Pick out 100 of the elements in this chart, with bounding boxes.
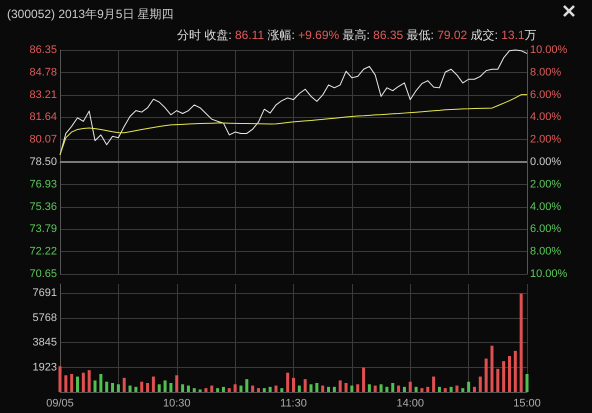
bar: [152, 376, 155, 392]
bar: [122, 378, 126, 392]
bar: [496, 368, 500, 392]
bar: [374, 386, 377, 392]
bar: [438, 386, 441, 392]
bar: [467, 382, 470, 392]
y-tick-label: 76.93: [29, 178, 57, 190]
bar: [274, 386, 278, 392]
bar: [222, 386, 225, 392]
y-tick-label: 86.35: [29, 44, 57, 56]
bar: [321, 386, 324, 392]
bar: [175, 375, 178, 392]
bar: [70, 374, 74, 392]
bar: [134, 386, 138, 392]
x-tick-label: 14:00: [396, 398, 424, 410]
bar: [514, 350, 517, 392]
bar: [385, 386, 388, 392]
y-tick-label: 78.50: [29, 156, 57, 168]
bar: [432, 376, 436, 392]
y-tick-label: 5768: [32, 312, 57, 324]
y-tick-label: 81.64: [29, 111, 57, 124]
bar: [88, 370, 91, 392]
y-tick-label: 1923: [32, 361, 57, 374]
bar: [315, 383, 318, 392]
y2-tick-label: 10.00%: [530, 268, 568, 280]
bar: [356, 384, 360, 392]
bar: [286, 372, 290, 392]
chart-title: (300052) 2013年9月5日 星期四: [7, 7, 174, 21]
bar: [391, 383, 394, 392]
bar: [455, 386, 458, 392]
x-tick-label: 11:30: [280, 398, 307, 410]
bar: [228, 388, 231, 392]
y-tick-label: 70.65: [29, 268, 57, 280]
bar: [58, 366, 62, 392]
y-tick-label: 3845: [32, 336, 57, 349]
y2-tick-label: 6.00%: [530, 88, 562, 101]
bar: [520, 294, 523, 392]
y-tick-label: 80.07: [29, 134, 57, 146]
bar: [426, 386, 430, 392]
text: 分时 收盘: 86.11 涨幅: +9.69% 最高: 86.35 最低: 79.02 成交: 13.1万: [177, 28, 537, 42]
bar: [251, 386, 254, 392]
x-tick-label: 09/05: [46, 398, 74, 410]
bar: [526, 374, 528, 392]
bar: [368, 384, 371, 392]
bar: [332, 386, 336, 392]
bar: [344, 383, 348, 392]
y2-tick-label: 0.00%: [530, 156, 562, 168]
bar: [111, 383, 114, 392]
bar: [198, 389, 202, 392]
bar: [76, 376, 80, 392]
bar: [210, 386, 214, 392]
bar: [99, 374, 102, 392]
bar: [268, 386, 272, 392]
bar: [256, 388, 260, 392]
bar: [105, 382, 108, 392]
bar: [146, 383, 150, 392]
bar: [280, 388, 284, 392]
bar: [472, 386, 476, 392]
bar: [181, 384, 184, 392]
bar: [169, 383, 172, 392]
bar: [239, 386, 242, 392]
y2-tick-label: 2.00%: [530, 178, 562, 190]
bar: [116, 384, 120, 392]
bar: [508, 356, 511, 392]
y2-tick-label: 4.00%: [530, 200, 562, 213]
bar: [216, 388, 220, 392]
bar: [380, 384, 383, 392]
y-tick-label: 73.79: [29, 223, 57, 236]
bar: [310, 384, 313, 392]
y2-tick-label: 4.00%: [530, 111, 562, 124]
y-tick-label: 72.22: [29, 246, 57, 258]
bar: [262, 388, 266, 392]
bar: [94, 380, 97, 392]
y-tick-label: 7691: [32, 287, 57, 300]
bar: [158, 384, 161, 392]
bar: [292, 378, 295, 392]
bar: [192, 388, 196, 392]
bar: [420, 388, 424, 392]
bar: [450, 386, 453, 392]
y-tick-label: 75.36: [29, 200, 57, 213]
bar: [164, 380, 167, 392]
bar: [245, 379, 248, 392]
bar: [478, 376, 482, 392]
y-tick-label: 83.21: [29, 88, 57, 101]
bar: [204, 388, 208, 392]
y-tick-label: 84.78: [29, 66, 57, 78]
bar: [490, 346, 494, 392]
y2-tick-label: 8.00%: [530, 246, 562, 258]
bar: [298, 386, 301, 392]
bar: [327, 386, 330, 392]
bar: [234, 384, 237, 392]
bar: [350, 386, 354, 392]
line-series: [60, 50, 528, 156]
bar: [186, 386, 190, 392]
y2-tick-label: 10.00%: [530, 44, 568, 56]
bar: [402, 386, 406, 392]
line-series: [60, 94, 528, 156]
x-tick-label: 15:00: [513, 398, 541, 410]
y2-tick-label: 8.00%: [530, 66, 562, 78]
bar: [64, 375, 68, 392]
